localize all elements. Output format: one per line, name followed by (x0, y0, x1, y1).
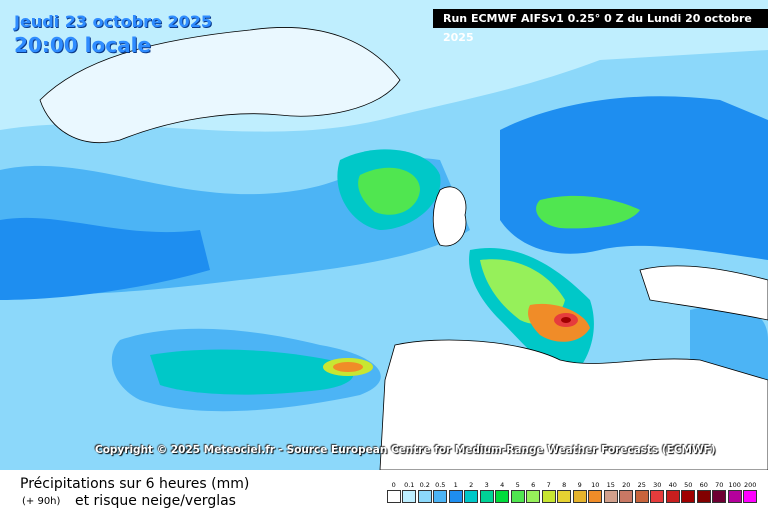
precipitation-map (0, 0, 768, 470)
scale-cell: 5 (510, 480, 526, 503)
scale-label: 8 (562, 481, 567, 489)
scale-cell: 3 (479, 480, 495, 503)
scale-cell: 0.2 (417, 480, 433, 503)
scale-cell: 8 (557, 480, 573, 503)
scale-label: 9 (577, 481, 582, 489)
scale-label: 1 (453, 481, 458, 489)
scale-swatch (727, 490, 742, 503)
scale-cell: 15 (603, 480, 619, 503)
scale-swatch (634, 490, 649, 503)
scale-swatch (386, 490, 401, 503)
scale-swatch (448, 490, 463, 503)
scale-label: 3 (484, 481, 489, 489)
scale-cell: 40 (665, 480, 681, 503)
scale-label: 70 (715, 481, 724, 489)
scale-cell: 70 (712, 480, 728, 503)
scale-swatch (712, 490, 727, 503)
scale-label: 40 (668, 481, 677, 489)
scale-swatch (526, 490, 541, 503)
legend-title: Précipitations sur 6 heures (mm) (20, 476, 250, 492)
legend-subtitle: et risque neige/verglas (75, 493, 236, 509)
scale-cell: 60 (696, 480, 712, 503)
scale-label: 4 (500, 481, 505, 489)
scale-cell: 50 (681, 480, 697, 503)
scale-label: 100 (728, 481, 741, 489)
scale-label: 20 (622, 481, 631, 489)
scale-label: 15 (606, 481, 615, 489)
land (39, 27, 768, 470)
scale-label: 0.5 (435, 481, 446, 489)
scale-swatch (696, 490, 711, 503)
scale-label: 0.1 (404, 481, 415, 489)
scale-cell: 30 (650, 480, 666, 503)
scale-swatch (557, 490, 572, 503)
scale-swatch (743, 490, 758, 503)
scale-swatch (588, 490, 603, 503)
scale-label: 30 (653, 481, 662, 489)
scale-label: 200 (744, 481, 757, 489)
copyright: Copyright © 2025 Meteociel.fr - Source E… (95, 444, 716, 456)
scale-label: 25 (637, 481, 646, 489)
scale-cell: 7 (541, 480, 557, 503)
scale-cell: 10 (588, 480, 604, 503)
scale-swatch (572, 490, 587, 503)
scale-label: 5 (515, 481, 520, 489)
scale-label: 10 (591, 481, 600, 489)
forecast-time: 20:00 locale (14, 33, 151, 57)
scale-swatch (541, 490, 556, 503)
scale-swatch (464, 490, 479, 503)
legend-lead: (+ 90h) (22, 496, 61, 507)
scale-swatch (433, 490, 448, 503)
forecast-date: Jeudi 23 octobre 2025 (14, 12, 212, 31)
scale-swatch (510, 490, 525, 503)
scale-cell: 6 (526, 480, 542, 503)
scale-cell: 4 (495, 480, 511, 503)
scale-cell: 25 (634, 480, 650, 503)
scale-cell: 0 (386, 480, 402, 503)
scale-label: 0 (391, 481, 396, 489)
scale-cell: 100 (727, 480, 743, 503)
scale-label: 0.2 (419, 481, 430, 489)
scale-cell: 0.1 (402, 480, 418, 503)
scale-swatch (402, 490, 417, 503)
scale-swatch (495, 490, 510, 503)
scale-cell: 0.5 (433, 480, 449, 503)
scale-cell: 9 (572, 480, 588, 503)
scale-cell: 1 (448, 480, 464, 503)
scale-label: 50 (684, 481, 693, 489)
scale-label: 2 (469, 481, 474, 489)
scale-cell: 20 (619, 480, 635, 503)
scale-swatch (650, 490, 665, 503)
scale-label: 60 (699, 481, 708, 489)
scale-cell: 200 (743, 480, 759, 503)
scale-swatch (603, 490, 618, 503)
scale-cell: 2 (464, 480, 480, 503)
scale-label: 7 (546, 481, 551, 489)
color-scale: 0 0.1 0.2 0.5 1 2 3 4 5 6 7 8 9 10 15 20 25 30 40 50 60 70 100… (386, 480, 758, 503)
scale-swatch (681, 490, 696, 503)
scale-swatch (417, 490, 432, 503)
run-info: Run ECMWF AIFSv1 0.25° 0 Z du Lundi 20 o… (433, 9, 768, 44)
scale-swatch (479, 490, 494, 503)
scale-swatch (619, 490, 634, 503)
scale-swatch (665, 490, 680, 503)
scale-label: 6 (531, 481, 536, 489)
